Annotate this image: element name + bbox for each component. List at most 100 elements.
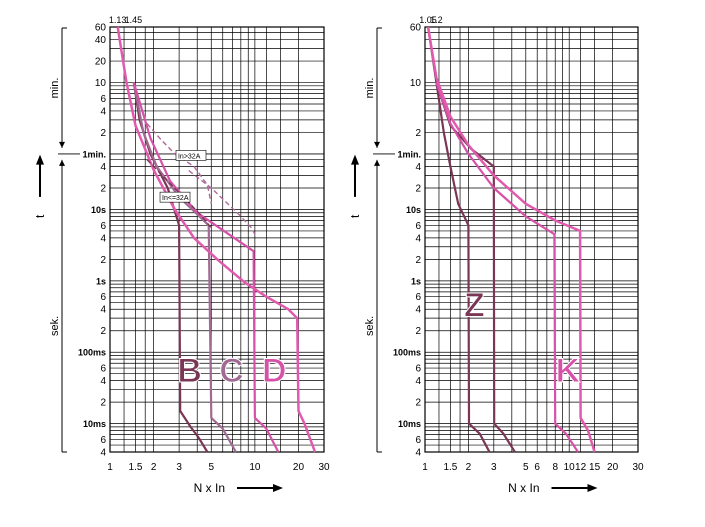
- y-tick-label: 6: [100, 221, 106, 232]
- plot-frame: [109, 26, 325, 453]
- sek-axis-label: sek.: [49, 316, 61, 336]
- y-tick-label: 100ms: [78, 348, 106, 358]
- trip-curve-4: [116, 26, 317, 453]
- t-axis-label: t: [33, 214, 47, 218]
- x-tick-label: 2: [151, 462, 157, 473]
- x-tick-label: 1.5: [443, 462, 457, 473]
- x-axis-label: N x In: [194, 481, 225, 495]
- y-tick-label: 20: [95, 57, 107, 68]
- y-tick-label: 4: [100, 162, 106, 173]
- y-tick-label: 6: [100, 364, 106, 375]
- x-tick-label: 5: [208, 462, 214, 473]
- y-tick-label: 60: [410, 23, 422, 34]
- trip-curve-3: [132, 82, 280, 453]
- trip-curve-1: [435, 82, 491, 453]
- curve-annotation: In>32A: [178, 153, 201, 160]
- y-tick-label: 10s: [406, 205, 421, 215]
- curve-annotation: In<=32A: [162, 195, 189, 202]
- y-tick-label: 2: [415, 398, 421, 409]
- y-tick-label: 2: [100, 398, 106, 409]
- sek-bracket-arrow: [59, 159, 65, 166]
- y-tick-label: 4: [100, 376, 106, 387]
- annotation-box: [175, 150, 207, 161]
- curve-letter-b: B: [177, 352, 202, 390]
- min-bracket-arrow: [374, 141, 380, 148]
- top-x-label: 1.13: [109, 15, 127, 25]
- x-tick-label: 10: [249, 462, 261, 473]
- y-tick-label: 4: [100, 305, 106, 316]
- y-tick-label: 4: [415, 162, 421, 173]
- y-tick-label: 6: [415, 292, 421, 303]
- y-tick-label: 1s: [411, 276, 421, 286]
- y-tick-label: 6: [100, 292, 106, 303]
- y-tick-label: 2: [100, 128, 106, 139]
- y-tick-label: 2: [415, 255, 421, 266]
- x-tick-label: 20: [293, 462, 305, 473]
- y-tick-label: 6: [100, 94, 106, 105]
- y-tick-label: 4: [415, 376, 421, 387]
- y-tick-label: 10ms: [398, 419, 421, 429]
- x-tick-label: 12: [575, 462, 587, 473]
- t-arrow-head-icon: [36, 154, 44, 165]
- x-tick-label: 1: [422, 462, 428, 473]
- y-tick-label: 4: [100, 448, 106, 459]
- chart-right: 1 1.5 2 3 5 6 8 10 12 15 20 301.051.2601021min.4210…: [348, 15, 644, 495]
- curve-letter-z: Z: [464, 286, 485, 324]
- trip-curve-4: [426, 26, 596, 453]
- y-tick-label: 10: [95, 78, 107, 89]
- x-tick-label: 2: [466, 462, 472, 473]
- x-tick-label: 8: [552, 462, 558, 473]
- annotation-box: [159, 191, 191, 203]
- curve-letter-c: C: [219, 352, 244, 390]
- y-tick-label: 4: [100, 233, 106, 244]
- x-tick-label: 6: [534, 462, 540, 473]
- trip-curve-3: [435, 82, 579, 453]
- y-tick-label: 2: [100, 326, 106, 337]
- y-tick-label: 1s: [96, 276, 106, 286]
- min-axis-label: min.: [364, 78, 376, 99]
- y-tick-label: 4: [415, 448, 421, 459]
- y-tick-label: 6: [415, 435, 421, 446]
- y-tick-label: 6: [100, 435, 106, 446]
- y-tick-label: 2: [415, 128, 421, 139]
- x-arrow-head-icon: [273, 484, 283, 492]
- y-tick-label: 10ms: [83, 419, 106, 429]
- y-tick-label: 2: [415, 326, 421, 337]
- chart-left: 1 1.5 2 3 5 10 20 301.131.45604020106421min.421…: [33, 15, 330, 495]
- grid: [109, 26, 325, 453]
- trip-curve-6: [188, 170, 256, 235]
- y-tick-label: 2: [100, 183, 106, 194]
- curves: [426, 26, 596, 453]
- y-tick-label: 4: [415, 305, 421, 316]
- top-x-label: 1.2: [430, 15, 443, 25]
- y-tick-label: 60: [95, 23, 107, 34]
- y-tick-label: 2: [100, 255, 106, 266]
- x-tick-label: 30: [318, 462, 330, 473]
- x-axis-label: N x In: [508, 481, 539, 495]
- t-arrow-head-icon: [351, 154, 359, 165]
- x-tick-label: 5: [523, 462, 529, 473]
- top-x-label: 1.05: [419, 15, 437, 25]
- x-tick-label: 1.5: [129, 462, 143, 473]
- x-arrow-head-icon: [587, 484, 598, 492]
- y-tick-label: 4: [100, 106, 106, 117]
- x-tick-label: 30: [632, 462, 644, 473]
- y-tick-label: 100ms: [393, 348, 421, 358]
- x-tick-label: 1: [107, 462, 113, 473]
- y-tick-label: 4: [415, 233, 421, 244]
- y-tick-label: 1min.: [82, 149, 106, 159]
- y-tick-label: 6: [415, 221, 421, 232]
- y-tick-label: 40: [95, 35, 107, 46]
- y-region-brackets: [373, 27, 395, 453]
- y-tick-label: 1min.: [397, 149, 421, 159]
- x-tick-label: 10: [564, 462, 576, 473]
- grid: [424, 26, 639, 453]
- plot-frame: [424, 26, 639, 453]
- min-bracket-arrow: [59, 141, 65, 148]
- curve-letter-k: K: [556, 352, 581, 390]
- x-tick-label: 3: [176, 462, 182, 473]
- y-tick-label: 6: [415, 364, 421, 375]
- min-axis-label: min.: [49, 78, 61, 99]
- y-tick-label: 10s: [91, 205, 106, 215]
- y-tick-label: 2: [415, 183, 421, 194]
